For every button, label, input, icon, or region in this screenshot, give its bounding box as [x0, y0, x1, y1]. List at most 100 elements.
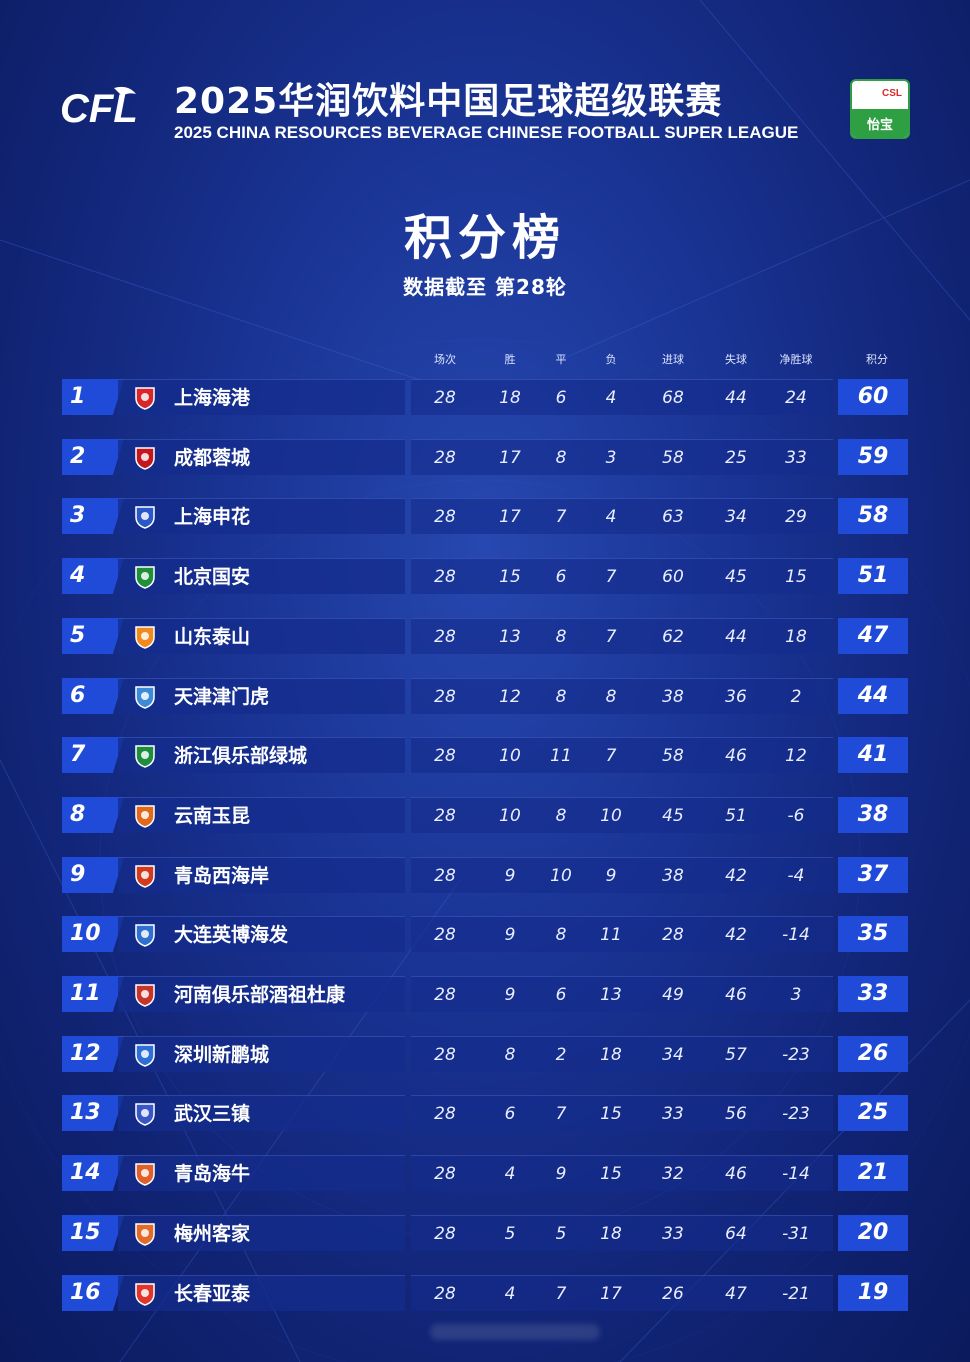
stat-gd: -23	[782, 1104, 810, 1124]
points-badge: 60	[838, 379, 908, 415]
stat-played: 28	[434, 866, 456, 886]
stat-drawn: 6	[555, 567, 567, 587]
henan-crest-icon	[135, 984, 155, 1007]
points-badge: 35	[838, 916, 908, 952]
cfl-logo-icon: CFL	[60, 86, 138, 131]
stat-gf: 33	[662, 1224, 684, 1244]
stats-cell: 28 18 6 4 68 44 24	[411, 379, 833, 415]
rank-badge: 15	[62, 1215, 124, 1251]
rongcheng-crest-icon	[135, 447, 155, 470]
stat-lost: 7	[605, 567, 617, 587]
stat-gf: 45	[662, 806, 684, 826]
stat-gf: 28	[662, 925, 684, 945]
stat-gd: -14	[782, 1164, 810, 1184]
stat-gd: 18	[785, 627, 807, 647]
col-gd: 净胜球	[779, 353, 813, 366]
table-row: 8 云南玉昆 28 10 8 10 45 51 -6 38	[0, 797, 970, 833]
stat-lost: 4	[605, 507, 617, 527]
rank-badge: 1	[62, 379, 124, 415]
col-pts: 积分	[866, 353, 888, 366]
stat-lost: 18	[600, 1224, 622, 1244]
stats-cell: 28 17 7 4 63 34 29	[411, 498, 833, 534]
points-badge: 25	[838, 1095, 908, 1131]
stats-cell: 28 6 7 15 33 56 -23	[411, 1095, 833, 1131]
col-lost: 负	[605, 353, 617, 366]
stat-ga: 45	[725, 567, 747, 587]
stat-drawn: 9	[555, 1164, 567, 1184]
stat-won: 10	[499, 806, 521, 826]
team-name: 青岛西海岸	[174, 865, 270, 887]
stat-drawn: 2	[555, 1045, 567, 1065]
stat-gd: 12	[785, 746, 807, 766]
stat-gf: 26	[662, 1284, 684, 1304]
team-cell: 河南俱乐部酒祖杜康	[118, 976, 405, 1012]
csl-badge-bottom: 怡宝	[852, 109, 908, 137]
table-row: 6 天津津门虎 28 12 8 8 38 36 2 44	[0, 678, 970, 714]
stat-drawn: 7	[555, 1284, 567, 1304]
stat-won: 18	[499, 388, 521, 408]
table-row: 5 山东泰山 28 13 8 7 62 44 18 47	[0, 618, 970, 654]
stat-won: 13	[499, 627, 521, 647]
stat-gd: -6	[787, 806, 805, 826]
team-cell: 大连英博海发	[118, 916, 405, 952]
team-cell: 青岛海牛	[118, 1155, 405, 1191]
table-row: 2 成都蓉城 28 17 8 3 58 25 33 59	[0, 439, 970, 475]
team-name: 成都蓉城	[174, 447, 251, 469]
stat-lost: 7	[605, 627, 617, 647]
csl-badge-top: CSL	[882, 88, 902, 99]
stat-drawn: 7	[555, 507, 567, 527]
stat-ga: 42	[725, 866, 747, 886]
rank-badge: 4	[62, 558, 124, 594]
stats-cell: 28 4 7 17 26 47 -21	[411, 1275, 833, 1311]
team-cell: 北京国安	[118, 558, 405, 594]
stat-won: 5	[504, 1224, 516, 1244]
team-name: 深圳新鹏城	[174, 1044, 270, 1066]
stat-drawn: 8	[555, 687, 567, 707]
team-cell: 梅州客家	[118, 1215, 405, 1251]
col-drawn: 平	[555, 353, 567, 366]
stat-lost: 18	[600, 1045, 622, 1065]
team-cell: 深圳新鹏城	[118, 1036, 405, 1072]
table-row: 16 长春亚泰 28 4 7 17 26 47 -21 19	[0, 1275, 970, 1311]
stat-lost: 11	[600, 925, 622, 945]
stats-cell: 28 13 8 7 62 44 18	[411, 618, 833, 654]
team-name: 长春亚泰	[174, 1283, 251, 1305]
hainiu-crest-icon	[135, 1163, 155, 1186]
team-name: 青岛海牛	[174, 1163, 251, 1185]
stat-played: 28	[434, 806, 456, 826]
stat-won: 17	[499, 448, 521, 468]
stat-ga: 51	[725, 806, 747, 826]
stat-ga: 47	[725, 1284, 747, 1304]
team-name: 山东泰山	[174, 626, 251, 648]
rank-badge: 6	[62, 678, 124, 714]
stats-cell: 28 17 8 3 58 25 33	[411, 439, 833, 475]
table-row: 15 梅州客家 28 5 5 18 33 64 -31 20	[0, 1215, 970, 1251]
stat-played: 28	[434, 746, 456, 766]
team-cell: 上海申花	[118, 498, 405, 534]
stat-ga: 64	[725, 1224, 747, 1244]
stats-cell: 28 15 6 7 60 45 15	[411, 558, 833, 594]
league-title-en: 2025 CHINA RESOURCES BEVERAGE CHINESE FO…	[174, 123, 799, 142]
stat-played: 28	[434, 1164, 456, 1184]
table-row: 14 青岛海牛 28 4 9 15 32 46 -14 21	[0, 1155, 970, 1191]
col-ga: 失球	[725, 353, 747, 366]
rank-badge: 11	[62, 976, 124, 1012]
points-badge: 41	[838, 737, 908, 773]
sanzhen-crest-icon	[135, 1103, 155, 1126]
lvcheng-crest-icon	[135, 745, 155, 768]
xinpengcheng-crest-icon	[135, 1044, 155, 1067]
table-row: 12 深圳新鹏城 28 8 2 18 34 57 -23 26	[0, 1036, 970, 1072]
points-badge: 19	[838, 1275, 908, 1311]
stat-played: 28	[434, 1284, 456, 1304]
stat-drawn: 6	[555, 985, 567, 1005]
stat-drawn: 8	[555, 448, 567, 468]
stat-drawn: 8	[555, 627, 567, 647]
col-gf: 进球	[662, 353, 684, 366]
stats-cell: 28 12 8 8 38 36 2	[411, 678, 833, 714]
points-badge: 51	[838, 558, 908, 594]
stat-drawn: 8	[555, 925, 567, 945]
stat-gf: 58	[662, 746, 684, 766]
stat-played: 28	[434, 1045, 456, 1065]
stats-cell: 28 8 2 18 34 57 -23	[411, 1036, 833, 1072]
stat-played: 28	[434, 388, 456, 408]
